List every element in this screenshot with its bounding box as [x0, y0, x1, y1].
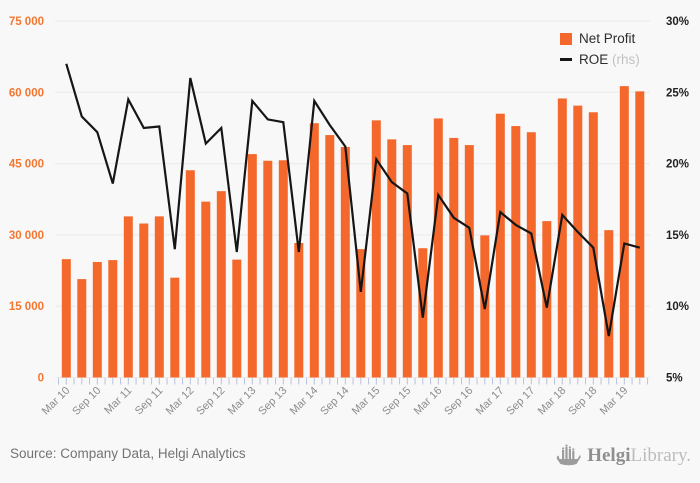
legend-roe-text: ROE — [579, 52, 609, 67]
x-axis-label: Mar 18 — [536, 385, 569, 418]
bar-net-profit — [402, 145, 412, 378]
y-axis-left-label: 30 000 — [9, 230, 44, 242]
y-axis-left-label: 15 000 — [9, 301, 44, 313]
y-axis-right-label: 20% — [666, 159, 689, 171]
helgi-library-logo: Helgi Library. — [556, 444, 691, 468]
helgi-ship-icon — [556, 444, 581, 466]
x-axis-label: Sep 12 — [194, 385, 227, 418]
bar-net-profit — [526, 132, 536, 378]
y-axis-left-label: 60 000 — [9, 87, 44, 99]
bar-net-profit — [77, 279, 87, 378]
x-axis-label: Sep 18 — [566, 385, 599, 418]
bar-net-profit — [573, 105, 583, 378]
bar-net-profit — [201, 201, 211, 378]
bar-net-profit — [433, 118, 443, 378]
y-axis-right-label: 25% — [666, 87, 689, 99]
y-axis-right-label: 5% — [666, 373, 683, 385]
bar-net-profit — [604, 230, 614, 378]
bar-net-profit — [325, 135, 335, 378]
x-axis-label: Mar 13 — [226, 385, 259, 418]
bar-net-profit — [92, 261, 102, 378]
bar-net-profit — [123, 216, 133, 378]
bar-net-profit — [619, 86, 629, 378]
x-axis-label: Mar 19 — [598, 385, 631, 418]
roe-line-swatch-icon — [560, 58, 572, 61]
x-axis-label: Mar 12 — [164, 385, 197, 418]
legend-rhs-note: (rhs) — [612, 52, 640, 67]
bar-net-profit — [557, 98, 567, 378]
legend-item-net-profit: Net Profit — [560, 28, 640, 49]
bar-net-profit — [464, 145, 474, 378]
x-axis-label: Mar 17 — [474, 385, 507, 418]
bar-net-profit — [387, 139, 397, 378]
bar-net-profit — [139, 223, 149, 378]
bar-net-profit — [278, 160, 288, 378]
bar-net-profit — [232, 259, 242, 378]
y-axis-left-label: 45 000 — [9, 159, 44, 171]
source-note: Source: Company Data, Helgi Analytics — [10, 446, 246, 461]
legend-roe-label: ROE (rhs) — [579, 52, 640, 67]
bar-net-profit — [542, 221, 552, 378]
bar-net-profit — [108, 260, 118, 378]
bar-net-profit — [294, 242, 304, 378]
bar-net-profit — [495, 113, 505, 378]
y-axis-left-label: 75 000 — [9, 16, 44, 28]
logo-text-helgi: Helgi — [587, 445, 631, 466]
y-axis-left-label: 0 — [38, 373, 44, 385]
bar-net-profit — [185, 170, 195, 378]
logo-text-library: Library. — [630, 445, 692, 466]
y-axis-right-label: 10% — [666, 301, 689, 313]
bar-net-profit — [170, 277, 180, 378]
bar-net-profit — [340, 146, 350, 378]
x-axis-label: Mar 11 — [102, 385, 134, 417]
bar-net-profit — [309, 123, 319, 378]
roe-line — [65, 63, 641, 337]
bar-net-profit — [263, 160, 273, 378]
legend: Net Profit ROE (rhs) — [560, 28, 640, 70]
net-profit-swatch-icon — [560, 32, 572, 45]
bar-net-profit — [635, 91, 645, 378]
bar-net-profit — [371, 120, 381, 378]
bar-net-profit — [449, 137, 459, 378]
x-axis-label: Mar 16 — [412, 385, 445, 418]
bar-net-profit — [511, 126, 521, 378]
x-axis-label: Mar 10 — [40, 385, 73, 418]
x-axis-label: Sep 14 — [318, 385, 351, 418]
x-axis-label: Sep 13 — [256, 385, 289, 418]
bar-net-profit — [216, 191, 226, 378]
y-axis-right-label: 15% — [666, 230, 689, 242]
x-axis-label: Sep 11 — [133, 385, 166, 418]
bar-net-profit — [588, 112, 598, 378]
bar-net-profit — [247, 154, 257, 378]
bar-net-profit — [356, 249, 366, 378]
x-axis-label: Sep 16 — [442, 385, 475, 418]
x-axis-label: Sep 10 — [70, 385, 103, 418]
x-axis-label: Sep 17 — [504, 385, 537, 418]
x-axis-label: Mar 15 — [350, 385, 383, 418]
x-axis-label: Mar 14 — [288, 385, 321, 418]
y-axis-right-label: 30% — [666, 16, 689, 28]
bar-net-profit — [61, 259, 71, 378]
x-axis-label: Sep 15 — [380, 385, 413, 418]
legend-net-profit-label: Net Profit — [579, 31, 636, 46]
bar-net-profit — [154, 216, 164, 378]
legend-item-roe: ROE (rhs) — [560, 49, 640, 70]
